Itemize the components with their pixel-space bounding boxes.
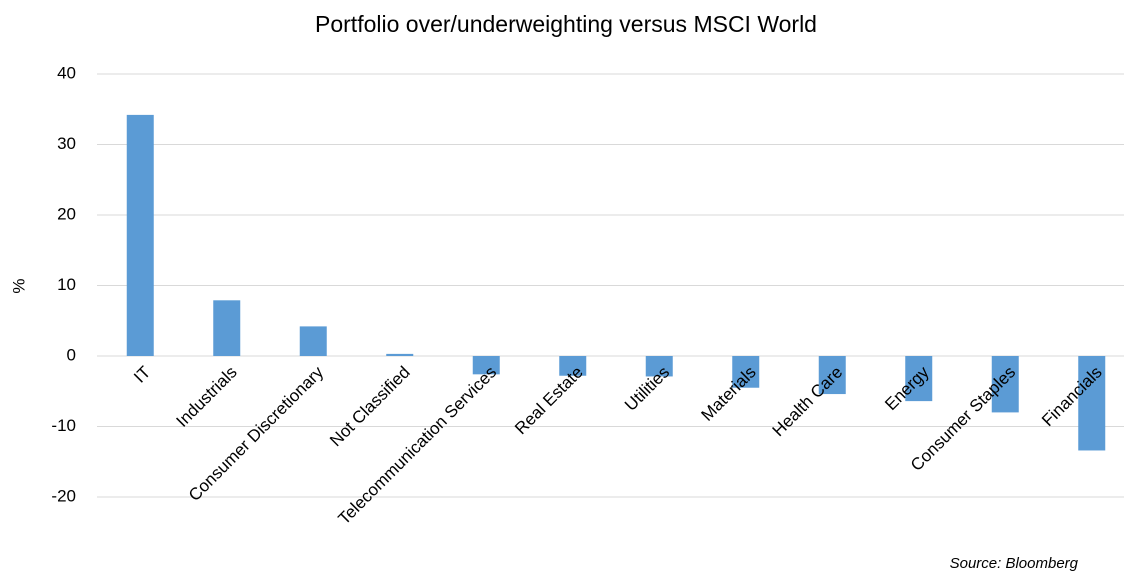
source-note: Source: Bloomberg: [950, 555, 1079, 572]
x-tick-label: Telecommunication Services: [334, 363, 500, 529]
bar: [213, 300, 241, 356]
bar: [818, 356, 846, 395]
x-tick-label: IT: [130, 363, 154, 387]
y-tick-label: 30: [57, 134, 76, 153]
x-tick-label: Not Classified: [326, 363, 414, 451]
bar: [386, 353, 414, 356]
bar: [1078, 356, 1106, 451]
y-axis-label: %: [9, 278, 28, 293]
y-tick-label: 40: [57, 63, 76, 82]
bar: [299, 326, 327, 356]
bar: [559, 356, 587, 376]
x-tick-label: Industrials: [173, 363, 241, 431]
y-tick-label: 10: [57, 275, 76, 294]
bar: [472, 356, 500, 375]
bar: [126, 114, 154, 356]
bar: [905, 356, 933, 402]
bar: [732, 356, 760, 388]
bar: [991, 356, 1019, 413]
chart-title: Portfolio over/underweighting versus MSC…: [315, 11, 817, 37]
y-tick-label: -10: [51, 416, 76, 435]
bar: [645, 356, 673, 377]
x-tick-label: Health Care: [769, 363, 847, 441]
y-tick-label: 20: [57, 204, 76, 223]
y-tick-label: -20: [51, 486, 76, 505]
y-tick-label: 0: [67, 345, 76, 364]
x-tick-label: Materials: [698, 363, 760, 425]
